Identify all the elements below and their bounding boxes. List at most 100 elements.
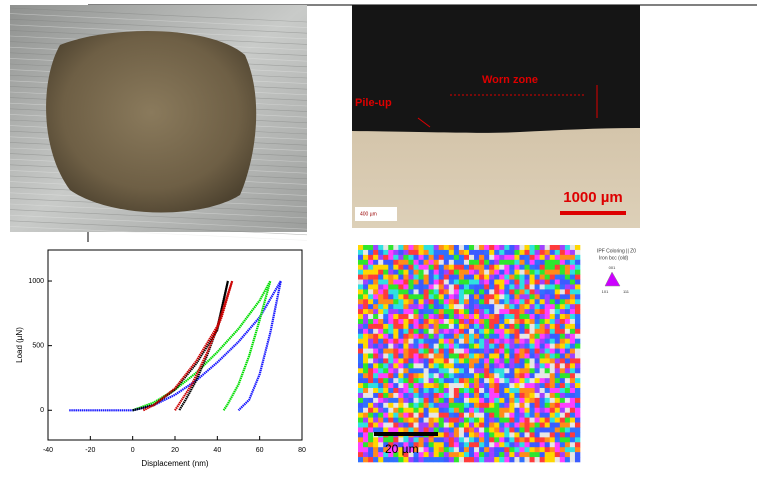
grain <box>550 304 555 309</box>
grain <box>509 255 514 260</box>
grain <box>535 432 540 437</box>
grain <box>419 245 424 250</box>
grain <box>479 403 484 408</box>
grain <box>363 358 368 363</box>
grain <box>408 284 413 289</box>
grain <box>388 358 393 363</box>
grain <box>519 427 524 432</box>
grain <box>368 437 373 442</box>
grain <box>560 319 565 324</box>
grain <box>373 408 378 413</box>
grain <box>575 452 580 457</box>
grain <box>494 275 499 280</box>
grain <box>535 270 540 275</box>
grain <box>454 250 459 255</box>
grain <box>403 265 408 270</box>
grain <box>565 255 570 260</box>
grain <box>383 413 388 418</box>
grain <box>434 324 439 329</box>
grain <box>408 393 413 398</box>
grain <box>550 408 555 413</box>
grain <box>474 388 479 393</box>
grain <box>434 403 439 408</box>
grain <box>358 368 363 373</box>
grain <box>570 368 575 373</box>
grain <box>459 245 464 250</box>
grain <box>414 270 419 275</box>
grain <box>474 344 479 349</box>
grain <box>489 418 494 423</box>
grain <box>454 309 459 314</box>
grain <box>474 403 479 408</box>
grain <box>484 270 489 275</box>
grain <box>393 275 398 280</box>
grain <box>424 354 429 359</box>
grain <box>514 344 519 349</box>
grain <box>504 363 509 368</box>
grain <box>535 408 540 413</box>
grain <box>403 304 408 309</box>
grain <box>474 437 479 442</box>
grain <box>454 344 459 349</box>
grain <box>525 408 530 413</box>
grain <box>519 245 524 250</box>
grain <box>499 255 504 260</box>
grain <box>368 408 373 413</box>
grain <box>459 383 464 388</box>
grain <box>439 294 444 299</box>
grain <box>403 270 408 275</box>
grain <box>545 368 550 373</box>
grain <box>378 354 383 359</box>
x-tick-label: -20 <box>85 447 95 454</box>
grain <box>525 275 530 280</box>
grain <box>550 319 555 324</box>
grain <box>439 393 444 398</box>
grain <box>565 388 570 393</box>
grain <box>489 329 494 334</box>
grain <box>499 270 504 275</box>
grain <box>575 339 580 344</box>
grain <box>514 299 519 304</box>
grain <box>540 452 545 457</box>
grain <box>383 373 388 378</box>
grain <box>469 280 474 285</box>
grain <box>373 309 378 314</box>
grain <box>479 284 484 289</box>
grain <box>514 314 519 319</box>
grain <box>464 373 469 378</box>
grain <box>499 245 504 250</box>
grain <box>504 289 509 294</box>
grain <box>530 349 535 354</box>
grain <box>479 442 484 447</box>
grain <box>408 423 413 428</box>
grain <box>459 319 464 324</box>
grain <box>494 363 499 368</box>
grain <box>550 309 555 314</box>
grain <box>504 373 509 378</box>
grain <box>565 368 570 373</box>
grain <box>555 344 560 349</box>
grain <box>499 398 504 403</box>
grain <box>469 423 474 428</box>
grain <box>368 393 373 398</box>
grain <box>429 245 434 250</box>
grain <box>459 260 464 265</box>
grain <box>504 299 509 304</box>
grain <box>530 245 535 250</box>
grain <box>459 388 464 393</box>
grain <box>393 294 398 299</box>
grain <box>449 398 454 403</box>
grain <box>439 250 444 255</box>
grain <box>474 324 479 329</box>
grain <box>560 432 565 437</box>
grain <box>575 255 580 260</box>
grain <box>414 358 419 363</box>
grain <box>363 363 368 368</box>
grain <box>429 299 434 304</box>
grain <box>368 427 373 432</box>
grain <box>535 265 540 270</box>
grain <box>514 255 519 260</box>
grain <box>509 260 514 265</box>
grain <box>408 309 413 314</box>
grain <box>408 339 413 344</box>
